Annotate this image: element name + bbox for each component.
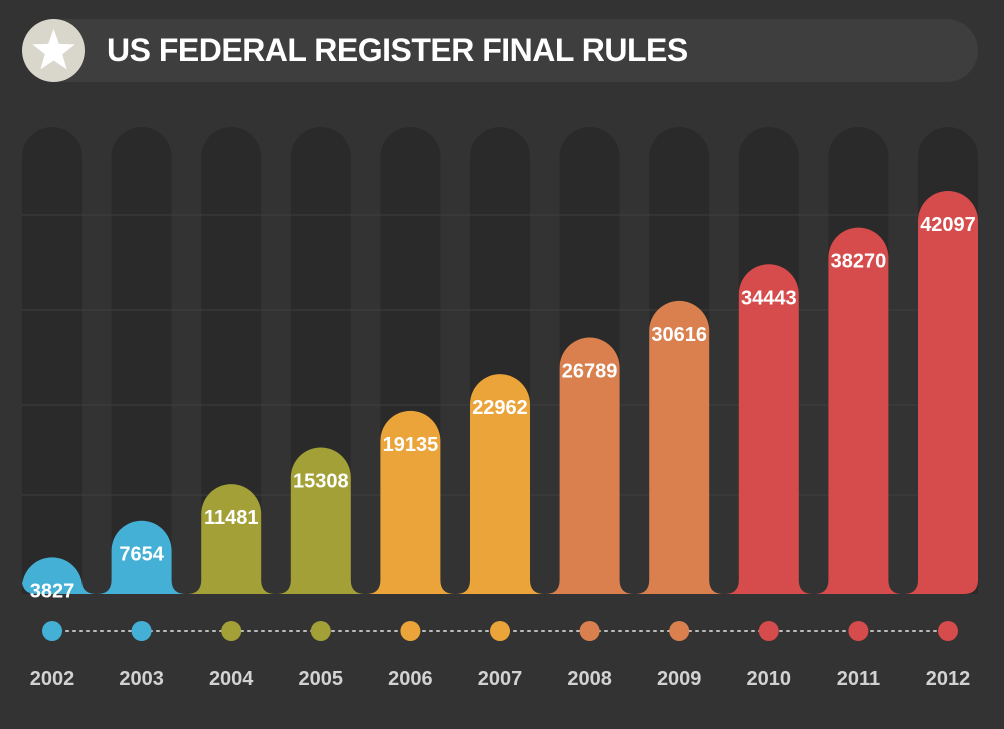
timeline-dot-2005	[310, 621, 331, 641]
timeline-dot-2007	[490, 621, 510, 641]
timeline-dot-2009	[669, 621, 690, 641]
star-icon	[22, 19, 85, 82]
bar-2006	[366, 410, 455, 594]
data-label-2011: 38270	[831, 251, 887, 273]
year-label-2005: 2005	[299, 668, 344, 690]
data-label-2007: 22962	[472, 397, 528, 419]
data-label-2002: 3827	[30, 580, 75, 602]
year-label-2012: 2012	[926, 668, 971, 690]
bar-2012	[904, 191, 978, 594]
chart-title: US FEDERAL REGISTER FINAL RULES	[107, 32, 688, 68]
timeline-dot-2012	[938, 621, 958, 641]
data-label-2012: 42097	[920, 214, 976, 236]
data-label-2010: 34443	[741, 287, 797, 309]
bar-2005	[276, 447, 365, 594]
timeline-dot-2004	[221, 621, 242, 641]
year-label-2003: 2003	[119, 668, 164, 690]
year-label-2004: 2004	[209, 668, 254, 690]
bar-2002	[22, 557, 96, 594]
data-label-2008: 26789	[562, 361, 618, 383]
bar-track	[22, 127, 82, 594]
data-label-2004: 11481	[204, 507, 259, 529]
data-label-2003: 7654	[119, 544, 164, 566]
year-label-2011: 2011	[837, 668, 880, 690]
timeline-dot-2011	[848, 621, 869, 641]
bar-2003	[97, 520, 186, 594]
bar-track	[111, 126, 172, 594]
bar-track	[201, 126, 262, 594]
timeline-dot-2008	[579, 621, 600, 641]
data-label-2006: 19135	[383, 434, 439, 456]
bar-2004	[187, 484, 276, 594]
timeline-dot-2010	[758, 621, 779, 641]
timeline-dot-2002	[42, 621, 62, 641]
year-label-2006: 2006	[388, 668, 433, 690]
bar-2010	[724, 264, 813, 594]
timeline-dot-2003	[131, 621, 152, 641]
year-label-2010: 2010	[747, 668, 792, 690]
data-label-2009: 30616	[651, 324, 707, 346]
year-label-2002: 2002	[30, 668, 75, 690]
year-label-2007: 2007	[478, 668, 523, 690]
bar-2007	[456, 374, 544, 594]
year-label-2009: 2009	[657, 668, 702, 690]
year-label-2008: 2008	[567, 668, 612, 690]
data-label-2005: 15308	[293, 470, 349, 492]
title-bar: US FEDERAL REGISTER FINAL RULES	[22, 19, 978, 82]
bar-2009	[635, 300, 724, 594]
bar-2008	[545, 337, 634, 594]
timeline-dot-2006	[400, 621, 421, 641]
bar-2011	[814, 227, 903, 594]
